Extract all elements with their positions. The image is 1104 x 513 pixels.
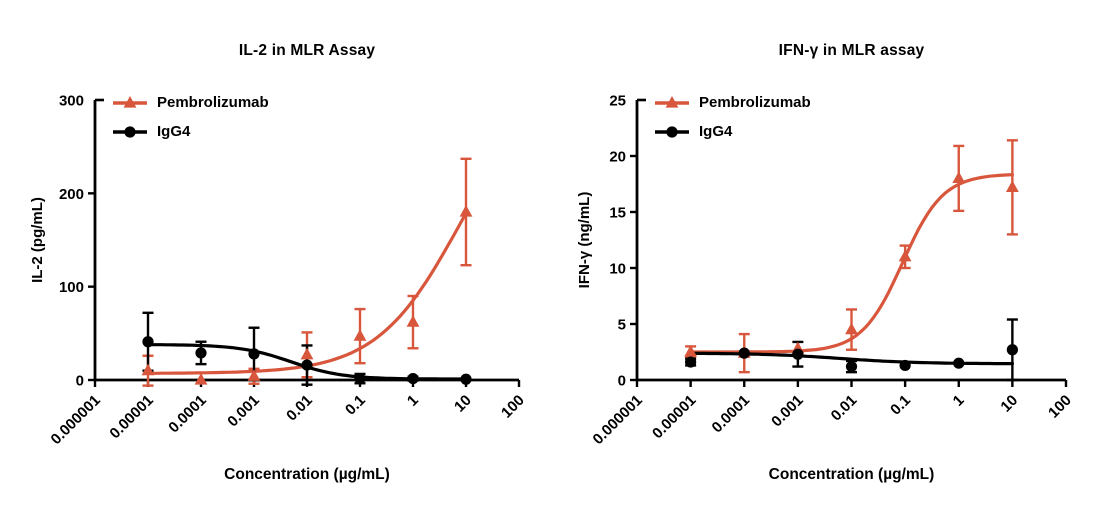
pembrolizumab-data-point-marker (141, 363, 155, 376)
x-tick-label: 100 (1045, 392, 1075, 422)
y-tick-label: 0 (618, 373, 626, 390)
y-tick-label: 200 (59, 186, 84, 203)
ifng-chart-plot: 0 5 10 15 20 25 0.000001 0.00001 0.0001 0.001 0.01… (590, 93, 1075, 449)
igg4-data-point-marker (792, 348, 804, 360)
il2-chart-title: IL-2 in MLR Assay (238, 42, 376, 59)
igg4-data-point-marker (953, 357, 965, 369)
igg4-data-point-marker (1006, 344, 1018, 356)
ifng-legend-label-pembrolizumab: Pembrolizumab (699, 94, 811, 111)
y-tick-label: 300 (59, 93, 84, 110)
x-tick-label: 0.000001 (48, 392, 104, 448)
x-tick-label: 0.00001 (106, 392, 156, 442)
pembrolizumab-data-point-marker (952, 171, 966, 183)
il2-legend-label-pembrolizumab: Pembrolizumab (157, 94, 269, 111)
igg4-data-point-marker (195, 347, 207, 359)
igg4-data-point-marker (301, 359, 313, 371)
x-tick-label: 0.000001 (590, 392, 646, 448)
x-tick-label: 0.1 (342, 392, 369, 419)
y-tick-label: 15 (609, 205, 626, 222)
ifng-chart-title: IFN-γ in MLR assay (778, 42, 925, 59)
y-tick-label: 100 (59, 279, 84, 296)
pembrolizumab-data-point-marker (684, 345, 698, 357)
il2-x-axis-label: Concentration (µg/mL) (224, 466, 390, 483)
pembrolizumab-data-point-marker (300, 347, 314, 360)
x-tick-label: 0.001 (768, 392, 807, 431)
y-tick-label: 10 (609, 261, 626, 278)
y-tick-label: 0 (76, 373, 84, 390)
pembrolizumab-legend-marker-icon (665, 96, 679, 108)
x-tick-label: 10 (451, 392, 475, 416)
x-tick-label: 100 (498, 392, 528, 422)
igg4-data-point-marker (845, 360, 858, 373)
igg4-data-point-marker (460, 373, 472, 385)
ifng-legend-label-igg4: IgG4 (699, 123, 733, 140)
igg4-data-point-marker (142, 336, 154, 348)
x-tick-label: 1 (950, 392, 968, 410)
il2-legend-label-igg4: IgG4 (157, 123, 191, 140)
x-tick-label: 0.00001 (649, 392, 699, 442)
igg4-data-point-marker (738, 347, 750, 359)
pembrolizumab-data-point-marker (353, 329, 367, 341)
igg4-data-point-marker (685, 356, 697, 368)
il2-chart-plot: 0 100 200 300 0.000001 0.00001 0.0001 0.001 0.01… (48, 93, 528, 449)
y-tick-label: 5 (618, 317, 626, 334)
ifng-x-axis-label: Concentration (µg/mL) (768, 466, 935, 483)
pembrolizumab-data-point-marker (459, 205, 473, 217)
y-tick-label: 25 (609, 93, 626, 110)
igg4-data-point-marker (354, 373, 366, 385)
pembrolizumab-data-point-marker (247, 369, 261, 381)
pembrolizumab-legend-marker-icon (123, 96, 137, 108)
x-tick-label: 0.001 (224, 392, 263, 431)
x-tick-label: 0.01 (283, 392, 316, 425)
pembrolizumab-data-point-marker (898, 249, 912, 262)
x-tick-label: 0.01 (828, 392, 861, 425)
x-tick-label: 0.0001 (165, 392, 209, 436)
il2-chart: 0 100 200 300 0.000001 0.00001 0.0001 0.001 0.01… (29, 42, 528, 483)
pembrolizumab-data-point-marker (1005, 180, 1019, 192)
igg4-data-point-marker (248, 348, 260, 360)
pembrolizumab-data-point-marker (194, 373, 208, 385)
x-tick-label: 0.1 (887, 392, 914, 419)
x-tick-label: 1 (404, 392, 422, 410)
il2-y-axis-label: IL-2 (pg/mL) (29, 197, 46, 283)
ifng-chart: 0 5 10 15 20 25 0.000001 0.00001 0.0001 0.001 0.01… (552, 0, 1104, 513)
igg4-legend-marker-icon (124, 126, 136, 138)
ifng-y-axis-label: IFN-γ (ng/mL) (576, 191, 593, 289)
y-tick-label: 20 (609, 149, 626, 166)
pembrolizumab-data-point-marker (406, 315, 420, 327)
pembrolizumab-data-point-marker (845, 322, 858, 335)
x-tick-label: 10 (997, 392, 1021, 416)
igg4-legend-marker-icon (666, 126, 678, 138)
igg4-data-point-marker (407, 373, 419, 385)
x-tick-label: 0.0001 (709, 392, 753, 436)
igg4-data-point-marker (899, 359, 911, 372)
